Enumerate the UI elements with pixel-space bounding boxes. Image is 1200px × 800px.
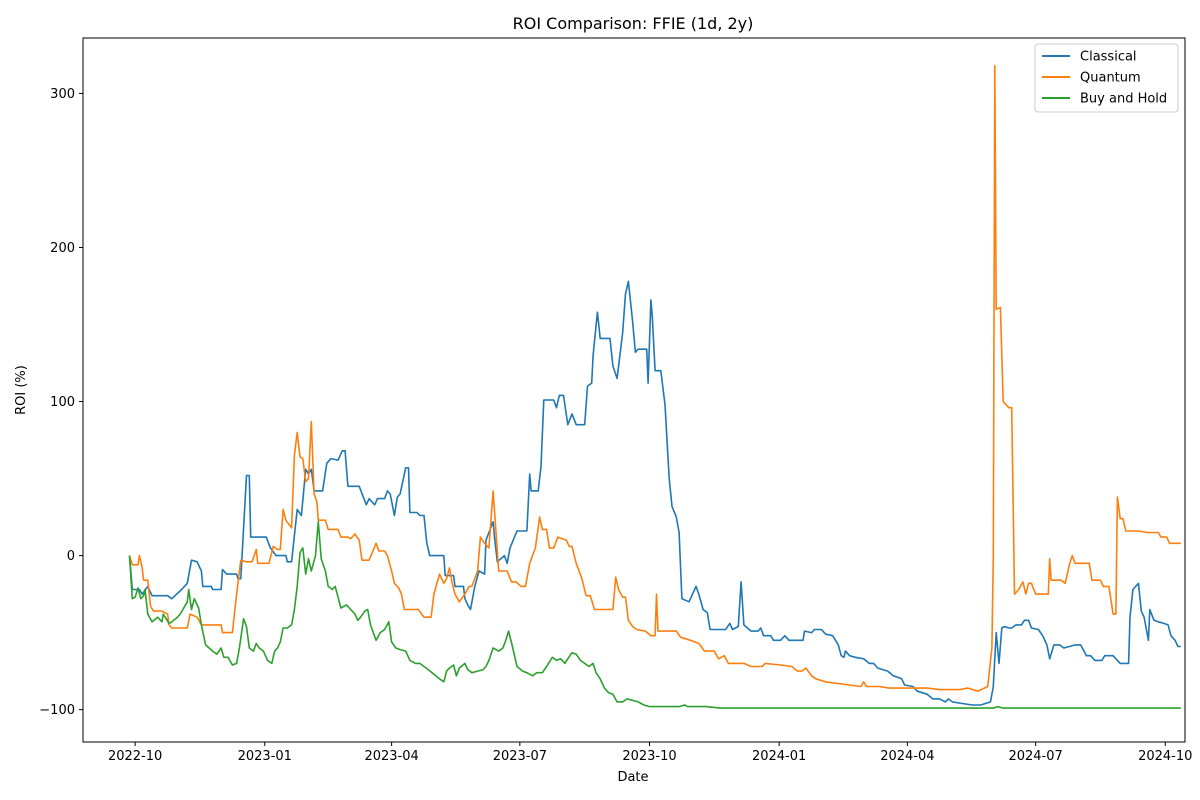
series-line-0 [128, 280, 1181, 706]
x-tick-label: 2023-07 [493, 749, 547, 764]
x-tick-label: 2024-10 [1138, 749, 1192, 764]
x-tick-label: 2024-07 [1008, 749, 1062, 764]
legend-label: Classical [1080, 50, 1137, 65]
series-line-2 [128, 520, 1181, 709]
x-tick-label: 2023-04 [364, 749, 418, 764]
y-tick-label: −100 [39, 703, 75, 718]
y-axis-label: ROI (%) [14, 365, 29, 415]
x-tick-label: 2024-04 [880, 749, 934, 764]
chart-title: ROI Comparison: FFIE (1d, 2y) [513, 14, 754, 33]
legend-box [1034, 43, 1179, 113]
y-tick-label: 200 [50, 241, 75, 256]
y-tick-label: 0 [67, 549, 75, 564]
legend-label: Quantum [1080, 71, 1141, 86]
legend-label: Buy and Hold [1080, 92, 1167, 107]
x-tick-label: 2022-10 [108, 749, 162, 764]
y-tick-label: 100 [50, 395, 75, 410]
x-tick-label: 2023-01 [238, 749, 292, 764]
x-tick-label: 2024-01 [752, 749, 806, 764]
plot-series [128, 64, 1181, 709]
x-axis-label: Date [617, 770, 648, 785]
y-axis-ticks: −100 0 100 200 300 [39, 87, 83, 718]
legend: Classical Quantum Buy and Hold [1034, 43, 1179, 113]
plot-frame [82, 37, 1186, 743]
series-line-1 [128, 64, 1181, 692]
x-tick-label: 2023-10 [622, 749, 676, 764]
x-axis-ticks: 2022-10 2023-01 2023-04 2023-07 2023-10 2024-… [108, 742, 1192, 764]
y-tick-label: 300 [50, 87, 75, 102]
